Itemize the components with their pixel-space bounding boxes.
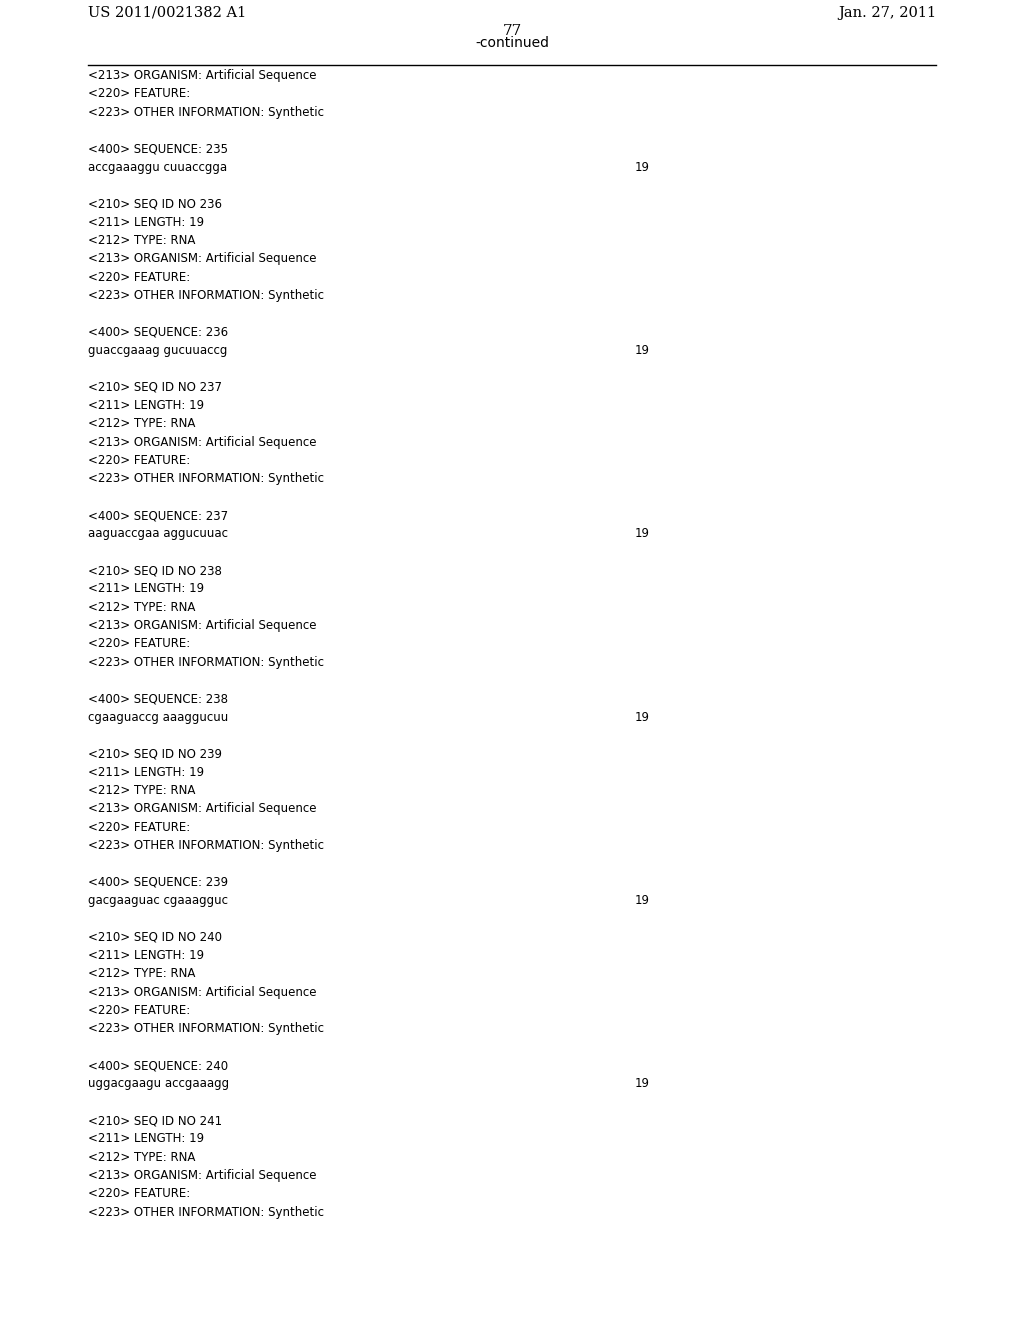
Text: <210> SEQ ID NO 240: <210> SEQ ID NO 240: [88, 931, 222, 944]
Text: <210> SEQ ID NO 241: <210> SEQ ID NO 241: [88, 1114, 222, 1127]
Text: 77: 77: [503, 24, 521, 38]
Text: 19: 19: [635, 1077, 650, 1090]
Text: <400> SEQUENCE: 236: <400> SEQUENCE: 236: [88, 326, 228, 339]
Text: 19: 19: [635, 527, 650, 540]
Text: <223> OTHER INFORMATION: Synthetic: <223> OTHER INFORMATION: Synthetic: [88, 106, 324, 119]
Text: <220> FEATURE:: <220> FEATURE:: [88, 1187, 190, 1200]
Text: aaguaccgaa aggucuuac: aaguaccgaa aggucuuac: [88, 527, 228, 540]
Text: <223> OTHER INFORMATION: Synthetic: <223> OTHER INFORMATION: Synthetic: [88, 1022, 324, 1035]
Text: <223> OTHER INFORMATION: Synthetic: <223> OTHER INFORMATION: Synthetic: [88, 289, 324, 302]
Text: accgaaaggu cuuaccgga: accgaaaggu cuuaccgga: [88, 161, 227, 174]
Text: <212> TYPE: RNA: <212> TYPE: RNA: [88, 784, 196, 797]
Text: <400> SEQUENCE: 235: <400> SEQUENCE: 235: [88, 143, 228, 156]
Text: US 2011/0021382 A1: US 2011/0021382 A1: [88, 7, 246, 20]
Text: <213> ORGANISM: Artificial Sequence: <213> ORGANISM: Artificial Sequence: [88, 619, 316, 632]
Text: <212> TYPE: RNA: <212> TYPE: RNA: [88, 1151, 196, 1164]
Text: guaccgaaag gucuuaccg: guaccgaaag gucuuaccg: [88, 345, 227, 356]
Text: 19: 19: [635, 161, 650, 174]
Text: <210> SEQ ID NO 237: <210> SEQ ID NO 237: [88, 380, 222, 393]
Text: <213> ORGANISM: Artificial Sequence: <213> ORGANISM: Artificial Sequence: [88, 1170, 316, 1181]
Text: <223> OTHER INFORMATION: Synthetic: <223> OTHER INFORMATION: Synthetic: [88, 656, 324, 669]
Text: <220> FEATURE:: <220> FEATURE:: [88, 638, 190, 651]
Text: <211> LENGTH: 19: <211> LENGTH: 19: [88, 399, 204, 412]
Text: uggacgaagu accgaaagg: uggacgaagu accgaaagg: [88, 1077, 229, 1090]
Text: <210> SEQ ID NO 236: <210> SEQ ID NO 236: [88, 197, 222, 210]
Text: <211> LENGTH: 19: <211> LENGTH: 19: [88, 949, 204, 962]
Text: <210> SEQ ID NO 238: <210> SEQ ID NO 238: [88, 564, 222, 577]
Text: <213> ORGANISM: Artificial Sequence: <213> ORGANISM: Artificial Sequence: [88, 803, 316, 816]
Text: <400> SEQUENCE: 237: <400> SEQUENCE: 237: [88, 510, 228, 521]
Text: <223> OTHER INFORMATION: Synthetic: <223> OTHER INFORMATION: Synthetic: [88, 1205, 324, 1218]
Text: <212> TYPE: RNA: <212> TYPE: RNA: [88, 234, 196, 247]
Text: <212> TYPE: RNA: <212> TYPE: RNA: [88, 601, 196, 614]
Text: <220> FEATURE:: <220> FEATURE:: [88, 1005, 190, 1016]
Text: <213> ORGANISM: Artificial Sequence: <213> ORGANISM: Artificial Sequence: [88, 69, 316, 82]
Text: -continued: -continued: [475, 36, 549, 50]
Text: <213> ORGANISM: Artificial Sequence: <213> ORGANISM: Artificial Sequence: [88, 252, 316, 265]
Text: <400> SEQUENCE: 239: <400> SEQUENCE: 239: [88, 875, 228, 888]
Text: <211> LENGTH: 19: <211> LENGTH: 19: [88, 215, 204, 228]
Text: <211> LENGTH: 19: <211> LENGTH: 19: [88, 582, 204, 595]
Text: gacgaaguac cgaaagguc: gacgaaguac cgaaagguc: [88, 894, 228, 907]
Text: 19: 19: [635, 894, 650, 907]
Text: <212> TYPE: RNA: <212> TYPE: RNA: [88, 968, 196, 981]
Text: <211> LENGTH: 19: <211> LENGTH: 19: [88, 766, 204, 779]
Text: 19: 19: [635, 345, 650, 356]
Text: <400> SEQUENCE: 240: <400> SEQUENCE: 240: [88, 1059, 228, 1072]
Text: <220> FEATURE:: <220> FEATURE:: [88, 821, 190, 834]
Text: <220> FEATURE:: <220> FEATURE:: [88, 454, 190, 467]
Text: 19: 19: [635, 710, 650, 723]
Text: <223> OTHER INFORMATION: Synthetic: <223> OTHER INFORMATION: Synthetic: [88, 840, 324, 851]
Text: <220> FEATURE:: <220> FEATURE:: [88, 87, 190, 100]
Text: <211> LENGTH: 19: <211> LENGTH: 19: [88, 1133, 204, 1146]
Text: <400> SEQUENCE: 238: <400> SEQUENCE: 238: [88, 692, 228, 705]
Text: <213> ORGANISM: Artificial Sequence: <213> ORGANISM: Artificial Sequence: [88, 986, 316, 999]
Text: cgaaguaccg aaaggucuu: cgaaguaccg aaaggucuu: [88, 710, 228, 723]
Text: <223> OTHER INFORMATION: Synthetic: <223> OTHER INFORMATION: Synthetic: [88, 473, 324, 486]
Text: <213> ORGANISM: Artificial Sequence: <213> ORGANISM: Artificial Sequence: [88, 436, 316, 449]
Text: <220> FEATURE:: <220> FEATURE:: [88, 271, 190, 284]
Text: Jan. 27, 2011: Jan. 27, 2011: [838, 7, 936, 20]
Text: <210> SEQ ID NO 239: <210> SEQ ID NO 239: [88, 747, 222, 760]
Text: <212> TYPE: RNA: <212> TYPE: RNA: [88, 417, 196, 430]
